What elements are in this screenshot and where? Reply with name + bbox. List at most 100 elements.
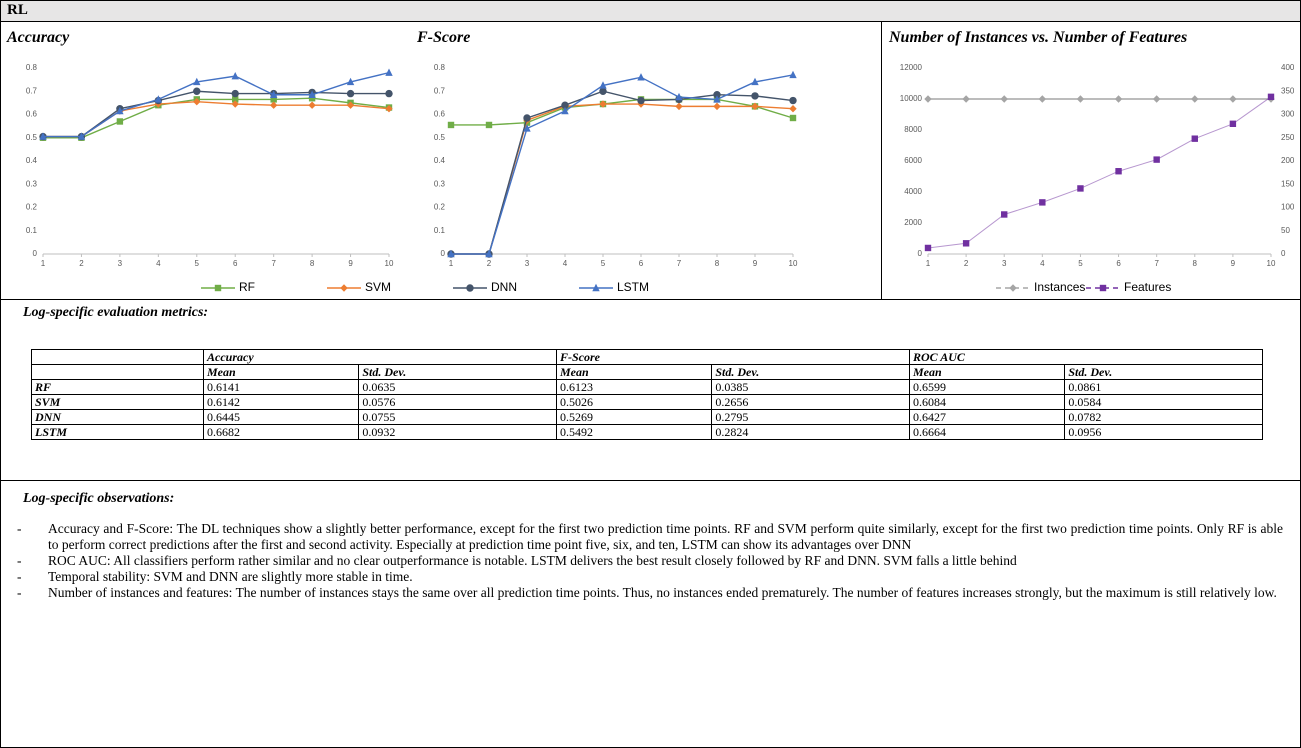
x-tick-label: 6 [233,259,238,268]
y-tick-label: 0.1 [26,226,38,235]
marker [713,95,721,103]
y-tick-label: 0.4 [434,156,446,165]
y-tick-label: 0.8 [26,63,38,72]
table-cell: 0.6123 [555,379,713,395]
marker [116,106,124,115]
table-cell: 0.6084 [908,394,1066,410]
marker [385,104,393,113]
marker [751,77,759,86]
table-cell: 0.6142 [202,394,360,410]
observation-item: ROC AUC: All classifiers perform rather … [17,553,1283,569]
marker [116,118,124,125]
y-tick-label: 0.7 [434,86,446,95]
y-tick-label: 10000 [900,94,923,103]
table-cell: Std. Dev. [711,364,910,380]
observation-item: Accuracy and F-Score: The DL techniques … [17,521,1283,553]
divider [1,480,1300,481]
x-tick-label: 8 [310,259,315,268]
marker [675,102,683,111]
series-line [451,98,794,126]
marker [751,92,759,100]
observation-item: Number of instances and features: The nu… [17,585,1283,601]
y2-tick-label: 300 [1281,110,1295,119]
marker [1267,93,1275,101]
marker [1077,185,1084,192]
y-tick-label: 0.1 [434,226,446,235]
marker [713,91,721,99]
table-cell: ROC AUC [908,349,1264,365]
legend-label: Instances [1034,280,1085,294]
y-tick-label: 0 [918,249,923,258]
table-row: DNN 0.6445 0.0755 0.5269 0.2795 0.6427 0.0782 [31,409,1263,425]
marker [346,101,355,109]
x-tick-label: 9 [1231,259,1236,268]
y-tick-label: 0.3 [434,179,446,188]
chart-title: Accuracy [6,29,70,46]
table-cell: 0.5492 [555,424,713,440]
table-cell: 0.6599 [908,379,1066,395]
marker [1229,95,1237,103]
series-line [927,96,1272,249]
marker [713,102,721,111]
marker [447,249,455,258]
marker [1114,95,1123,103]
marker [1115,168,1122,175]
table-row: Accuracy F-Score ROC AUC [31,349,1264,365]
x-tick-label: 4 [563,259,568,268]
marker [599,81,607,89]
divider [881,22,882,299]
marker [789,96,797,105]
y-tick-label: 0.5 [434,133,446,142]
marker [346,89,355,98]
y-tick-label: 0.4 [26,156,38,165]
marker [308,95,316,102]
y2-tick-label: 350 [1281,86,1295,95]
chart-title: F-Score [416,29,470,46]
y-tick-label: 2000 [904,218,922,227]
series-line [451,103,794,255]
legend-label: Features [1124,280,1171,294]
x-tick-label: 7 [677,259,682,268]
table-cell: 0.0861 [1064,379,1263,395]
header-title: RL [7,2,28,18]
x-tick-label: 9 [753,259,758,268]
y2-tick-label: 150 [1281,179,1295,188]
y-tick-label: 0.2 [26,203,38,212]
x-tick-label: 3 [1002,259,1007,268]
y-tick-label: 0 [33,249,38,258]
legend-marker [1099,284,1107,292]
table-cell: DNN [31,409,204,425]
header: RL [1,1,1300,22]
table-cell: 0.6682 [202,424,360,440]
marker [346,77,355,86]
x-tick-label: 10 [1267,259,1276,268]
x-tick-label: 8 [715,259,720,268]
observation-item: Temporal stability: SVM and DNN are slig… [17,569,1283,585]
y-tick-label: 0.6 [26,110,38,119]
marker [789,114,797,122]
marker [561,101,569,109]
marker [485,121,493,129]
marker [308,101,316,109]
marker [193,87,201,95]
y-tick-label: 12000 [900,63,923,72]
x-tick-label: 9 [348,259,353,268]
marker [231,89,239,98]
x-tick-label: 1 [41,259,46,268]
x-tick-label: 2 [964,259,969,268]
marker [789,104,797,113]
x-tick-label: 2 [79,259,84,268]
marker [231,71,239,80]
table-cell: 0.2656 [711,394,910,410]
table-cell: Mean [908,364,1066,380]
table-cell: SVM [31,394,204,410]
marker [924,95,932,103]
series-line [451,90,794,255]
section-title: Log-specific evaluation metrics: [23,305,209,320]
table-cell: 0.0782 [1064,409,1263,425]
marker [751,102,759,111]
marker [385,68,393,76]
y-tick-label: 0.6 [434,110,446,119]
marker [962,240,970,247]
